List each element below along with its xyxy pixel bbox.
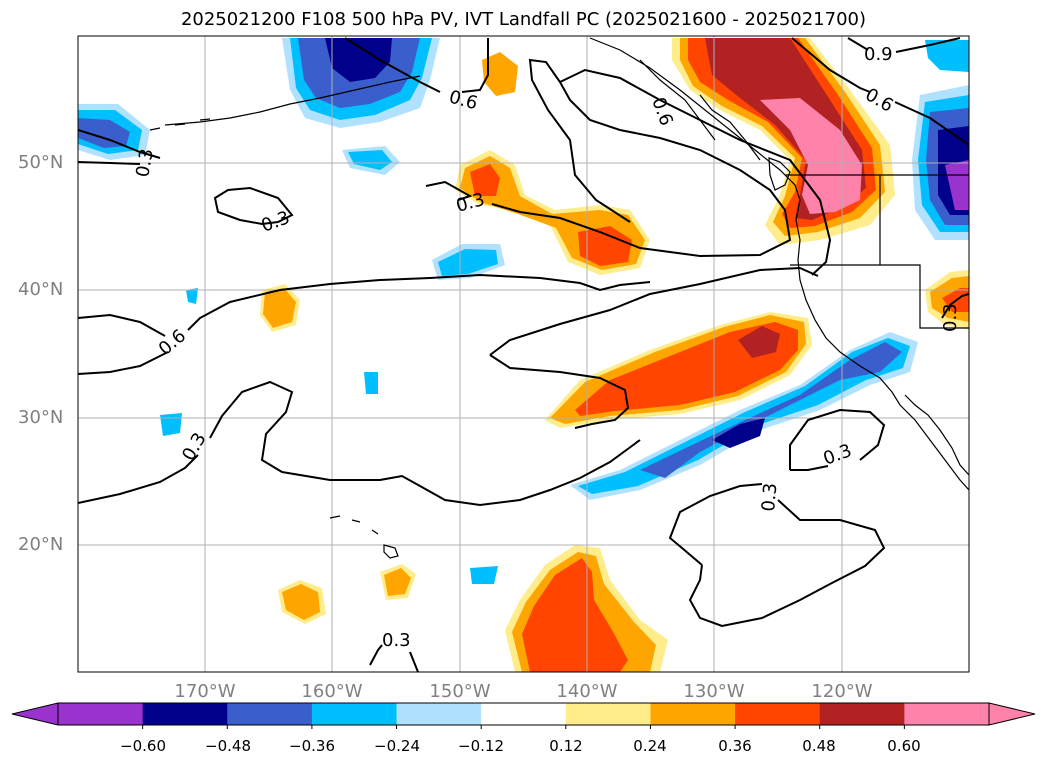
- colorbar-tick-label: −0.12: [458, 737, 504, 755]
- coastlines: [149, 37, 969, 559]
- colorbar-cell: [904, 703, 990, 725]
- lon-label-160w: 160°W: [301, 681, 363, 702]
- colorbar-cell: [565, 703, 651, 725]
- map-area: [78, 36, 969, 672]
- lat-label-30n: 30°N: [18, 407, 64, 428]
- contour-label: 0.3: [758, 482, 781, 512]
- colorbar-cell: [650, 703, 736, 725]
- contour-label: 0.3: [382, 630, 411, 651]
- colorbar-cell: [58, 703, 144, 725]
- lat-label-50n: 50°N: [18, 152, 64, 173]
- colorbar-cell: [481, 703, 567, 725]
- map-title: 2025021200 F108 500 hPa PV, IVT Landfall…: [180, 9, 867, 30]
- colorbar-tick-label: 0.60: [887, 737, 921, 755]
- colorbar-arrow-right: [988, 702, 1036, 726]
- colorbar-tick-label: −0.24: [374, 737, 420, 755]
- colorbar-cell: [227, 703, 313, 725]
- lat-label-40n: 40°N: [18, 279, 64, 300]
- lon-label-140w: 140°W: [556, 681, 618, 702]
- colorbar-cell: [735, 703, 821, 725]
- lon-label-120w: 120°W: [811, 681, 873, 702]
- colorbar-tick-label: 0.48: [802, 737, 836, 755]
- colorbar: [11, 702, 1036, 729]
- lon-label-170w: 170°W: [174, 681, 236, 702]
- contour-label: 0.3: [132, 147, 158, 179]
- contour-label: 0.9: [864, 44, 893, 65]
- colorbar-tick-label: 0.24: [633, 737, 667, 755]
- colorbar-cell: [396, 703, 482, 725]
- pv-contours: [78, 37, 969, 672]
- colorbar-cell: [819, 703, 905, 725]
- colorbar-tick-label: −0.48: [205, 737, 251, 755]
- colorbar-tick-label: −0.60: [120, 737, 166, 755]
- lon-label-130w: 130°W: [683, 681, 745, 702]
- colorbar-cell: [311, 703, 398, 725]
- lat-label-20n: 20°N: [18, 534, 64, 555]
- colorbar-tick-label: 0.36: [718, 737, 752, 755]
- colorbar-arrow-left: [11, 702, 59, 726]
- pv-shading: [78, 38, 969, 672]
- colorbar-tick-label: −0.36: [289, 737, 335, 755]
- contour-label: 0.3: [940, 303, 961, 332]
- map-frame: [77, 35, 970, 673]
- colorbar-tick-label: 0.12: [549, 737, 583, 755]
- lon-label-150w: 150°W: [429, 681, 491, 702]
- colorbar-cell: [142, 703, 228, 725]
